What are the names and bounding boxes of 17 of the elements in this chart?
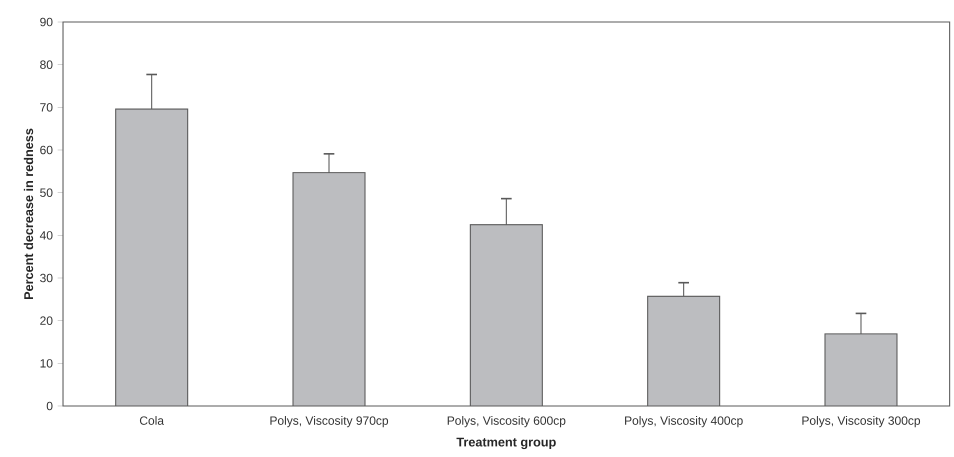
- y-tick-label: 70: [40, 103, 53, 112]
- y-tick-label: 40: [40, 231, 53, 240]
- x-tick-label: Polys, Viscosity 400cp: [625, 416, 743, 428]
- x-tick-label: Polys, Viscosity 600cp: [448, 416, 566, 428]
- x-tick-label: Polys, Viscosity 300cp: [802, 416, 920, 428]
- y-tick-label: 0: [46, 402, 53, 410]
- x-tick-label: Cola: [140, 416, 164, 425]
- y-tick-label: 80: [40, 60, 53, 69]
- y-tick-label: 20: [40, 316, 53, 325]
- y-tick-label: 50: [40, 188, 53, 197]
- y-tick-label: 30: [40, 274, 53, 282]
- y-axis-title: Percent decrease in redness: [24, 128, 34, 300]
- y-tick-label: 10: [40, 359, 53, 368]
- x-tick-label: Polys, Viscosity 970cp: [270, 416, 388, 428]
- y-tick-label: 90: [40, 18, 53, 26]
- y-tick-label: 60: [40, 146, 53, 154]
- x-axis-title: Treatment group: [456, 438, 556, 450]
